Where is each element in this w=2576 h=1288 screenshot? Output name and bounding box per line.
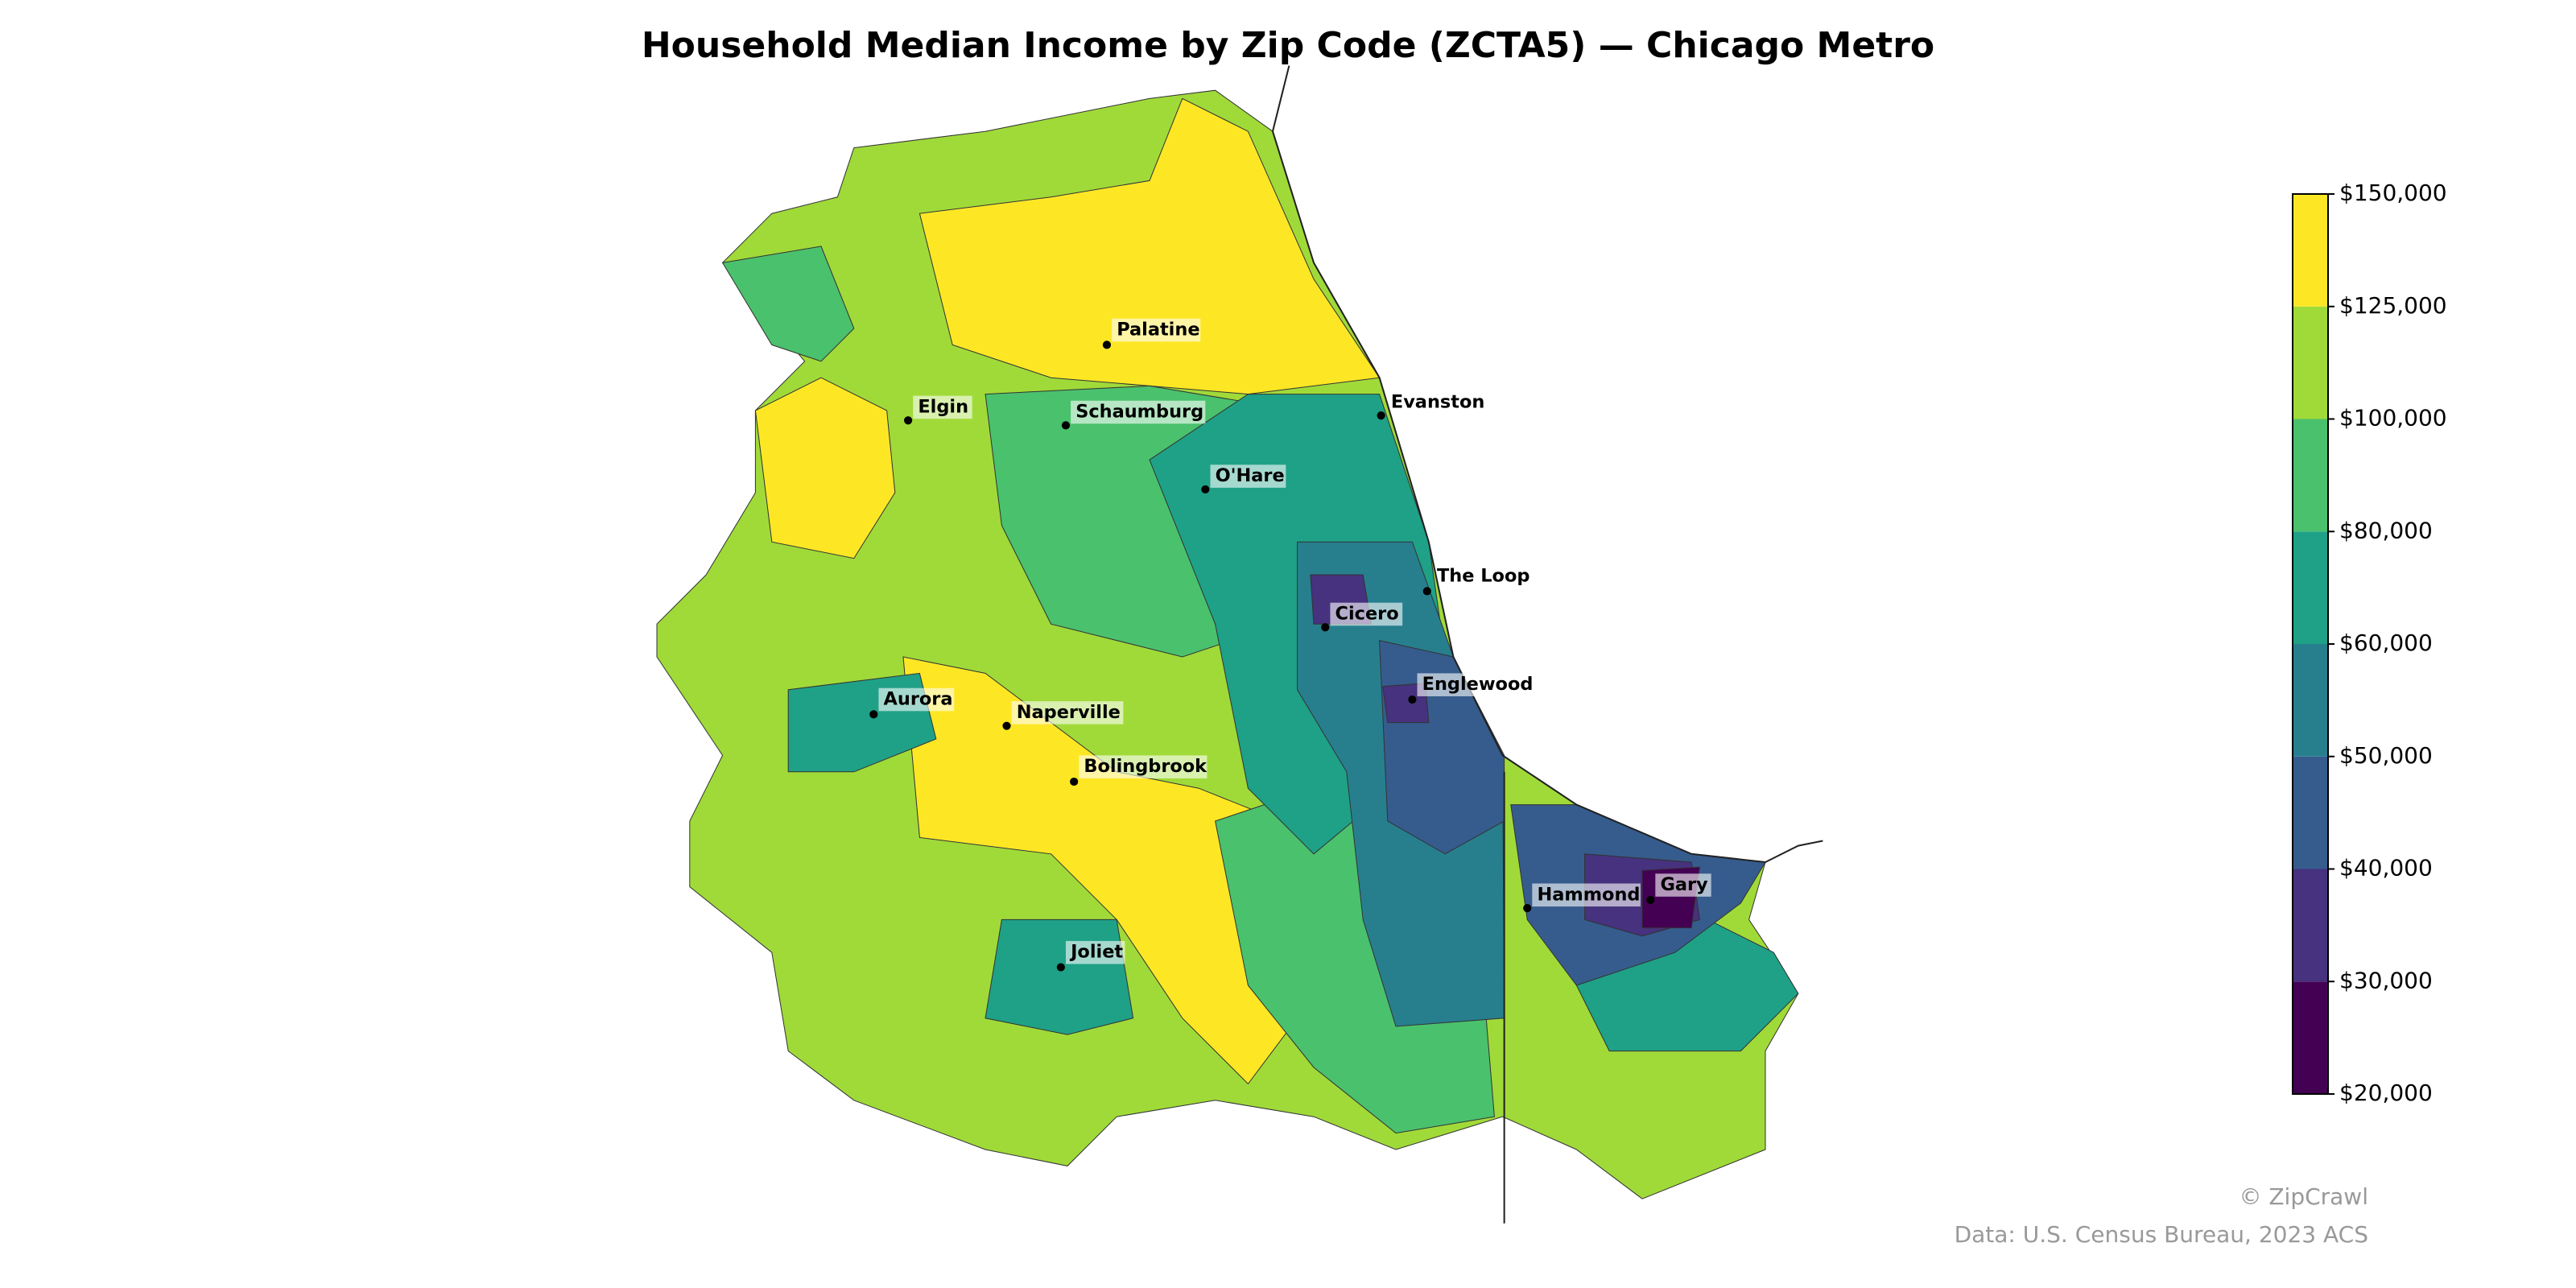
label-box: [1065, 940, 1125, 964]
label-box: [1655, 873, 1711, 897]
map: Palatine Elgin Schaumburg Evanston O'Har…: [656, 65, 1823, 1224]
city-label: Schaumburg: [1075, 402, 1203, 423]
label-box: [913, 395, 972, 419]
city-markers: Palatine Elgin Schaumburg Evanston O'Har…: [869, 318, 1711, 972]
city-label: Hammond: [1537, 884, 1640, 905]
colorbar-bin: [2293, 194, 2328, 307]
city-label: Gary: [1660, 874, 1708, 895]
city-dot: [1646, 895, 1655, 905]
credit: © ZipCrawl: [2239, 1183, 2368, 1210]
colorbar-label: $150,000: [2339, 180, 2447, 206]
city-dot: [869, 710, 878, 719]
label-box: [1330, 602, 1403, 626]
city-dot: [904, 416, 913, 425]
label-box: [1210, 464, 1286, 488]
city-label: Englewood: [1422, 674, 1534, 695]
city-dot: [1408, 695, 1417, 704]
colorbar-bin: [2293, 644, 2328, 757]
colorbar-bin: [2293, 306, 2328, 419]
city-dot: [1201, 485, 1210, 494]
city-label: Naperville: [1017, 702, 1121, 723]
colorbar-bin: [2293, 531, 2328, 644]
city-label: Cicero: [1335, 603, 1399, 624]
label-box: [878, 687, 955, 712]
city-dot: [1422, 587, 1431, 596]
city-label: Bolingbrook: [1084, 756, 1208, 777]
colorbar-label: $50,000: [2339, 742, 2433, 769]
colorbar-bin: [2293, 419, 2328, 532]
city-dot: [1377, 411, 1385, 420]
region: [721, 246, 855, 362]
city-label: Aurora: [884, 689, 953, 710]
city-label: Joliet: [1069, 942, 1123, 963]
label-box: [1079, 755, 1208, 778]
colorbar-bin: [2293, 869, 2328, 982]
colorbar-label: $30,000: [2339, 967, 2433, 993]
city-dot: [1056, 963, 1065, 972]
city-dot: [1070, 777, 1079, 786]
colorbar-label: $40,000: [2339, 855, 2433, 881]
colorbar-label: $125,000: [2339, 292, 2447, 319]
label-box: [1112, 318, 1201, 342]
colorbar-bin: [2293, 756, 2328, 869]
city-label: Elgin: [918, 396, 968, 417]
city-dot: [1002, 721, 1011, 730]
label-box: [1071, 400, 1206, 424]
city-label: The Loop: [1437, 566, 1530, 587]
city-dot: [1102, 341, 1112, 349]
label-box: [1417, 673, 1533, 696]
region: [754, 377, 896, 559]
colorbar-label: $100,000: [2339, 405, 2447, 431]
region: [985, 919, 1134, 1035]
colorbar-label: $60,000: [2339, 630, 2433, 656]
map-title: Household Median Income by Zip Code (ZCT…: [642, 25, 1934, 66]
region: [919, 97, 1381, 395]
city-label: Evanston: [1391, 391, 1484, 412]
shoreline: [1271, 65, 1823, 864]
city-dot: [1061, 421, 1071, 430]
city-dot: [1321, 623, 1330, 632]
city-label: O'Hare: [1216, 465, 1285, 486]
source-note: Data: U.S. Census Bureau, 2023 ACS: [1955, 1221, 2368, 1248]
colorbar-label: $20,000: [2339, 1080, 2433, 1106]
colorbar-label: $80,000: [2339, 517, 2433, 543]
label-box: [1532, 883, 1641, 907]
city-label: Palatine: [1117, 320, 1199, 341]
colorbar-bin: [2293, 981, 2328, 1094]
label-box: [1011, 701, 1124, 724]
colorbar: $20,000 $30,000 $40,000 $50,000 $60,000 $80,0…: [2292, 180, 2447, 1106]
city-dot: [1523, 904, 1532, 913]
region: [1379, 639, 1505, 855]
